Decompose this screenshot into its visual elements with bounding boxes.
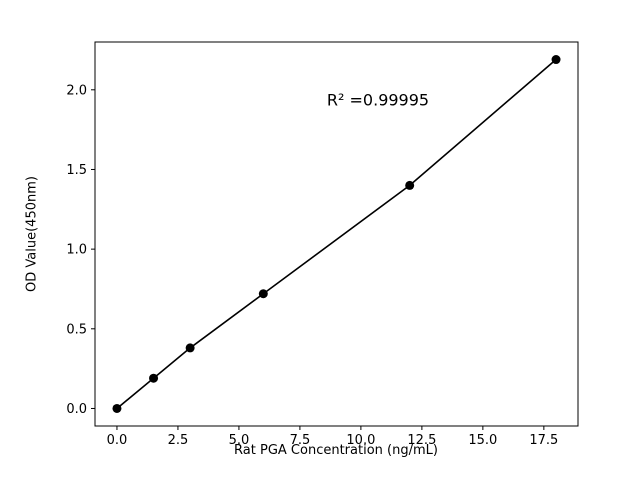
y-tick-label: 1.5 [66, 163, 87, 178]
x-tick-label: 15.0 [468, 433, 497, 448]
x-tick-label: 0.0 [107, 433, 128, 448]
data-point [149, 373, 159, 383]
y-axis-label: OD Value(450nm) [24, 176, 40, 292]
r-squared-annotation: R² =0.99995 [326, 90, 430, 110]
x-tick-label: 17.5 [529, 433, 558, 448]
data-point [112, 403, 122, 413]
y-tick-label: 0.0 [66, 402, 87, 417]
x-tick-label: 2.5 [168, 433, 189, 448]
y-tick-label: 2.0 [66, 83, 87, 98]
plot-border [94, 41, 579, 427]
y-tick-label: 0.5 [66, 322, 87, 337]
data-point [405, 180, 415, 190]
fit-line [116, 58, 557, 410]
x-tick-label: 7.5 [290, 433, 311, 448]
y-tick-label: 1.0 [66, 243, 87, 258]
data-point [551, 55, 561, 65]
data-point [185, 343, 195, 353]
x-tick-label: 10.0 [346, 433, 375, 448]
x-axis-label: Rat PGA Concentration (ng/mL) [234, 443, 438, 458]
x-tick-label: 12.5 [407, 433, 436, 448]
data-point [258, 289, 268, 299]
x-tick-label: 5.0 [229, 433, 250, 448]
